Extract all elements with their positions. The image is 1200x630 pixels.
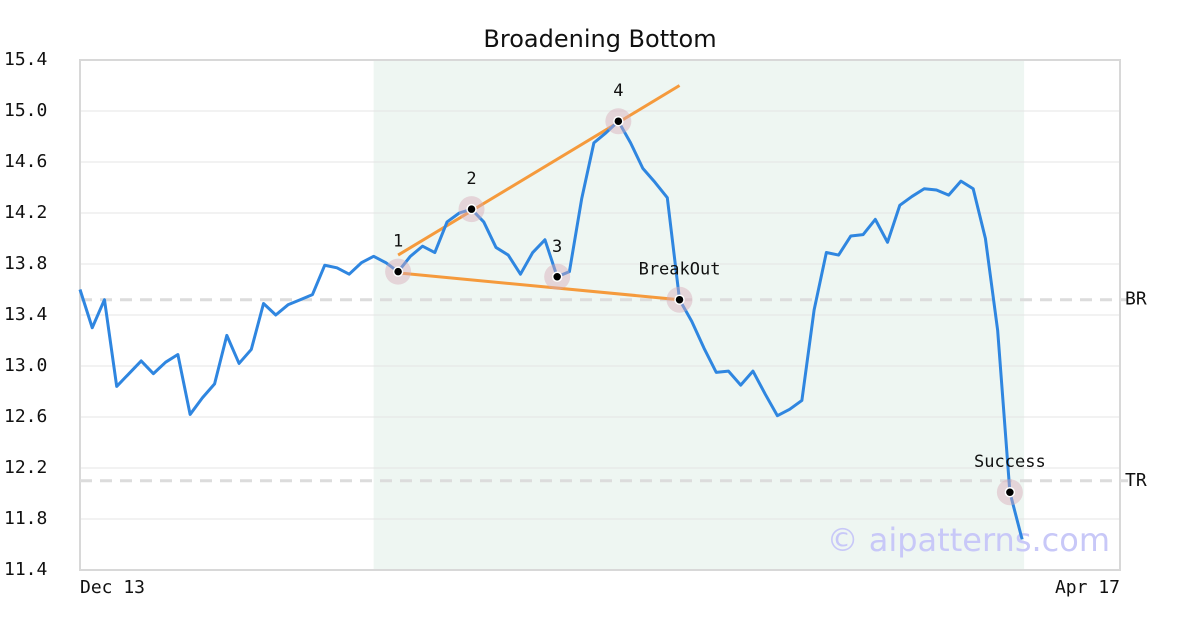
- watermark: © aipatterns.com: [827, 521, 1110, 559]
- y-tick-label: 12.6: [4, 406, 47, 427]
- price-line: [78, 119, 1024, 540]
- x-tick-label: Apr 17: [1055, 577, 1120, 598]
- trend-line: [397, 271, 680, 302]
- point-dot: [466, 203, 477, 215]
- point-label: 4: [613, 81, 623, 101]
- point-dot: [613, 115, 624, 127]
- y-tick-label: 13.8: [4, 253, 47, 274]
- reference-label: BR: [1125, 289, 1147, 310]
- plot-border: [79, 59, 1121, 571]
- point-label: 3: [552, 237, 562, 257]
- point-label: BreakOut: [639, 260, 721, 280]
- reference-label: TR: [1125, 470, 1147, 491]
- point-dot: [551, 271, 563, 282]
- point-label: 1: [393, 232, 403, 252]
- chart-title: Broadening Bottom: [483, 25, 716, 53]
- y-tick-label: 11.8: [4, 508, 47, 529]
- y-tick-label: 12.2: [4, 457, 47, 478]
- y-tick-label: 13.0: [4, 355, 47, 376]
- x-tick-label: Dec 13: [80, 577, 145, 598]
- y-tick-label: 14.2: [4, 202, 47, 223]
- point-dot: [1004, 486, 1016, 498]
- point-label: 2: [466, 169, 476, 189]
- y-tick-label: 15.4: [4, 49, 47, 70]
- point-dot: [392, 266, 404, 277]
- y-tick-label: 15.0: [4, 100, 47, 121]
- point-dot: [674, 294, 685, 305]
- y-tick-label: 11.4: [4, 559, 47, 580]
- point-label: Success: [974, 452, 1046, 472]
- y-tick-label: 14.6: [4, 151, 47, 172]
- y-tick-label: 13.4: [4, 304, 47, 325]
